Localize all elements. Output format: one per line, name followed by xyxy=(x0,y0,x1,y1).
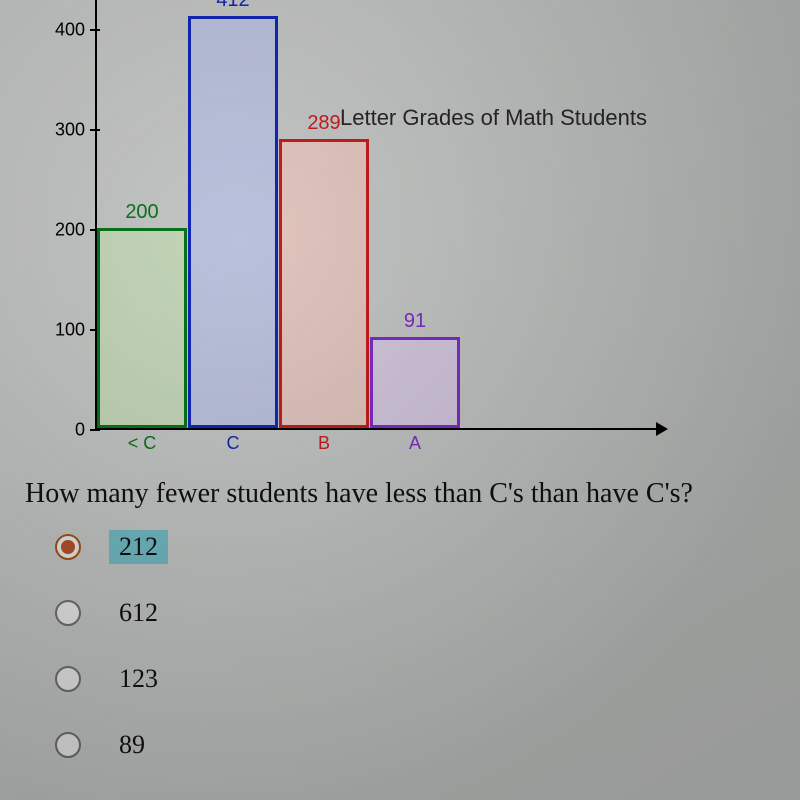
bar xyxy=(279,139,369,428)
answer-option[interactable]: 212 xyxy=(55,530,168,564)
y-tick-label: 400 xyxy=(40,20,85,41)
bar-value-label: 91 xyxy=(370,310,460,333)
radio-icon[interactable] xyxy=(55,732,81,758)
bar-category-label: A xyxy=(370,433,460,454)
answer-options: 212 612 123 89 xyxy=(55,530,168,794)
answer-option-label: 123 xyxy=(109,662,168,696)
question-text: How many fewer students have less than C… xyxy=(25,478,693,510)
y-tick-label: 300 xyxy=(40,120,85,141)
bar-value-label: 200 xyxy=(97,201,187,224)
y-tick xyxy=(90,29,100,31)
answer-option-label: 212 xyxy=(109,530,168,564)
bar xyxy=(370,337,460,428)
answer-option-label: 89 xyxy=(109,728,155,762)
y-tick-label: 0 xyxy=(40,420,85,441)
chart-title: Letter Grades of Math Students xyxy=(340,105,647,131)
y-tick-label: 200 xyxy=(40,220,85,241)
x-axis xyxy=(95,428,660,430)
bar xyxy=(188,16,278,428)
x-axis-arrow-icon xyxy=(656,422,668,436)
radio-icon[interactable] xyxy=(55,534,81,560)
y-tick xyxy=(90,429,100,431)
answer-option[interactable]: 123 xyxy=(55,662,168,696)
bar-value-label: 412 xyxy=(188,0,278,12)
chart-area: 0100200300400 200< C412C289B91A Letter G… xyxy=(40,0,680,450)
answer-option[interactable]: 612 xyxy=(55,596,168,630)
bar-category-label: C xyxy=(188,433,278,454)
y-tick xyxy=(90,129,100,131)
answer-option[interactable]: 89 xyxy=(55,728,168,762)
bar xyxy=(97,228,187,428)
bar-category-label: < C xyxy=(97,433,187,454)
answer-option-label: 612 xyxy=(109,596,168,630)
y-tick-label: 100 xyxy=(40,320,85,341)
radio-icon[interactable] xyxy=(55,666,81,692)
radio-icon[interactable] xyxy=(55,600,81,626)
bar-category-label: B xyxy=(279,433,369,454)
